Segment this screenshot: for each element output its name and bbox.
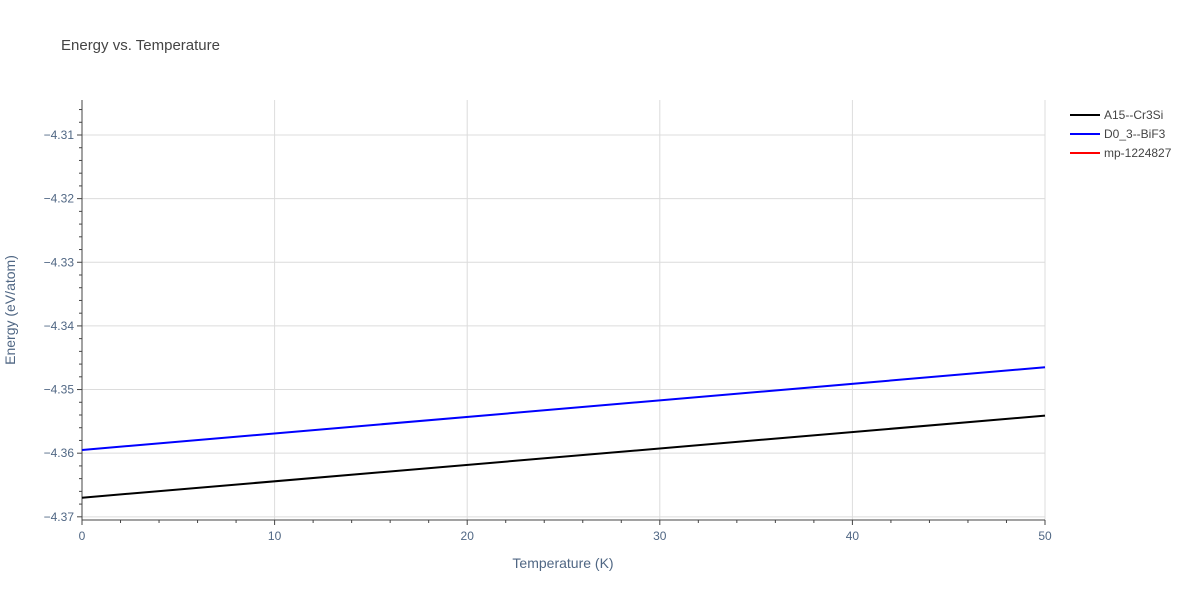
y-tick-label: −4.35	[44, 383, 75, 397]
grid	[82, 100, 1046, 520]
series-line-1	[81, 366, 1046, 451]
x-tick-label: 30	[653, 529, 667, 543]
x-tick-label: 40	[846, 529, 860, 543]
legend-label: A15--Cr3Si	[1104, 108, 1163, 122]
legend-label: mp-1224827	[1104, 146, 1172, 160]
x-tick-label: 50	[1038, 529, 1052, 543]
x-tick-label: 20	[461, 529, 475, 543]
y-tick-label: −4.36	[44, 446, 75, 460]
y-tick-label: −4.34	[44, 319, 75, 333]
chart-title: Energy vs. Temperature	[61, 37, 220, 54]
y-tick-label: −4.31	[44, 128, 75, 142]
series-lines	[81, 366, 1046, 499]
legend: A15--Cr3Si D0_3--BiF3 mp-1224827	[1070, 108, 1172, 160]
x-tick-label: 0	[79, 529, 86, 543]
y-tick-label: −4.37	[44, 510, 75, 524]
axes: 0 10 20 30 40 50 −4.37 −4.36 −4.35 −4.34 −4.33 −4.3…	[44, 100, 1052, 543]
y-tick-label: −4.33	[44, 255, 75, 269]
series-line-0	[81, 414, 1046, 499]
x-axis-title: Temperature (K)	[512, 555, 613, 571]
y-tick-label: −4.32	[44, 192, 75, 206]
legend-label: D0_3--BiF3	[1104, 127, 1166, 141]
y-axis-title: Energy (eV/atom)	[2, 255, 18, 365]
x-tick-label: 10	[268, 529, 282, 543]
